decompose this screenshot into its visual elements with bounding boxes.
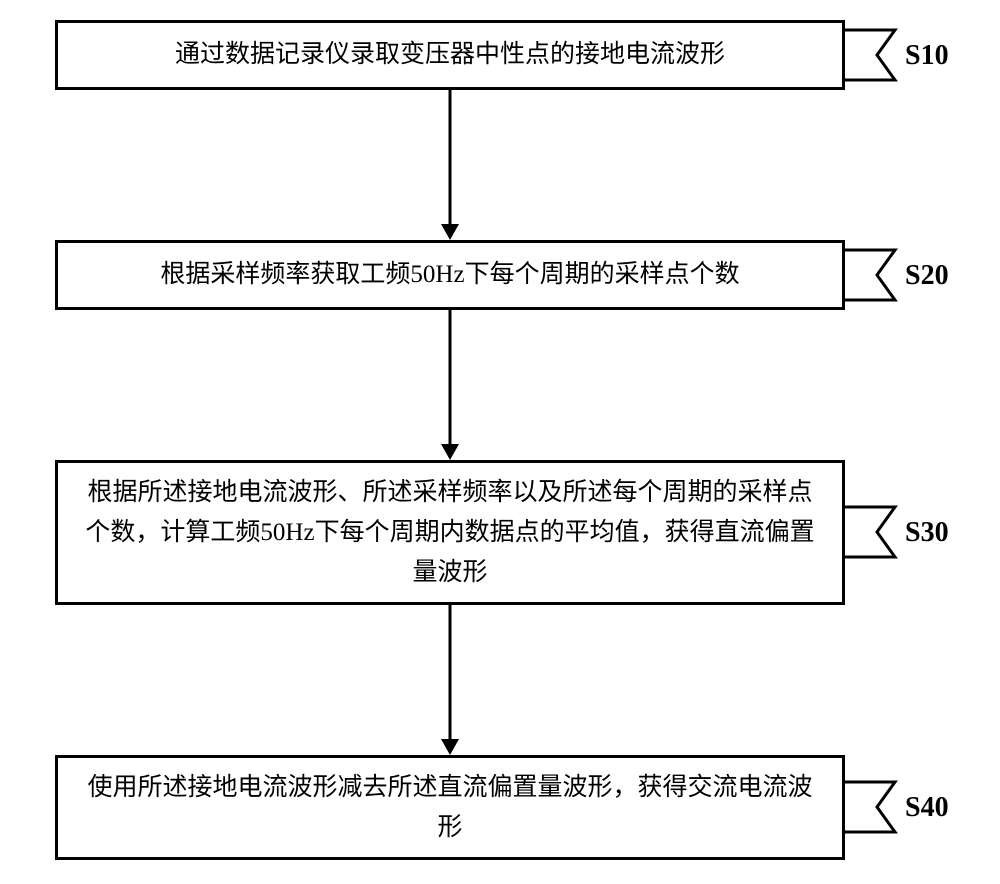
arrow-head	[441, 739, 459, 755]
arrow-head	[441, 444, 459, 460]
step-text: 根据所述接地电流波形、所述采样频率以及所述每个周期的采样点个数，计算工频50Hz…	[78, 473, 822, 593]
step-text: 根据采样频率获取工频50Hz下每个周期的采样点个数	[160, 255, 739, 295]
flowchart-container: 通过数据记录仪录取变压器中性点的接地电流波形 S10 根据采样频率获取工频50H…	[0, 0, 1000, 884]
arrow-line	[449, 310, 452, 444]
connector-s20	[845, 250, 900, 300]
arrow-head	[441, 224, 459, 240]
connector-s40	[845, 782, 900, 832]
step-text: 通过数据记录仪录取变压器中性点的接地电流波形	[175, 35, 725, 75]
step-box-s10: 通过数据记录仪录取变压器中性点的接地电流波形	[55, 20, 845, 90]
arrow-line	[449, 90, 452, 224]
step-label-s40: S40	[905, 792, 949, 824]
step-text: 使用所述接地电流波形减去所述直流偏置量波形，获得交流电流波形	[78, 768, 822, 848]
step-label-s20: S20	[905, 260, 949, 292]
step-box-s30: 根据所述接地电流波形、所述采样频率以及所述每个周期的采样点个数，计算工频50Hz…	[55, 460, 845, 605]
connector-s10	[845, 30, 900, 80]
step-label-s30: S30	[905, 517, 949, 549]
step-box-s40: 使用所述接地电流波形减去所述直流偏置量波形，获得交流电流波形	[55, 755, 845, 860]
step-label-s10: S10	[905, 40, 949, 72]
arrow-line	[449, 605, 452, 739]
connector-s30	[845, 507, 900, 557]
step-box-s20: 根据采样频率获取工频50Hz下每个周期的采样点个数	[55, 240, 845, 310]
